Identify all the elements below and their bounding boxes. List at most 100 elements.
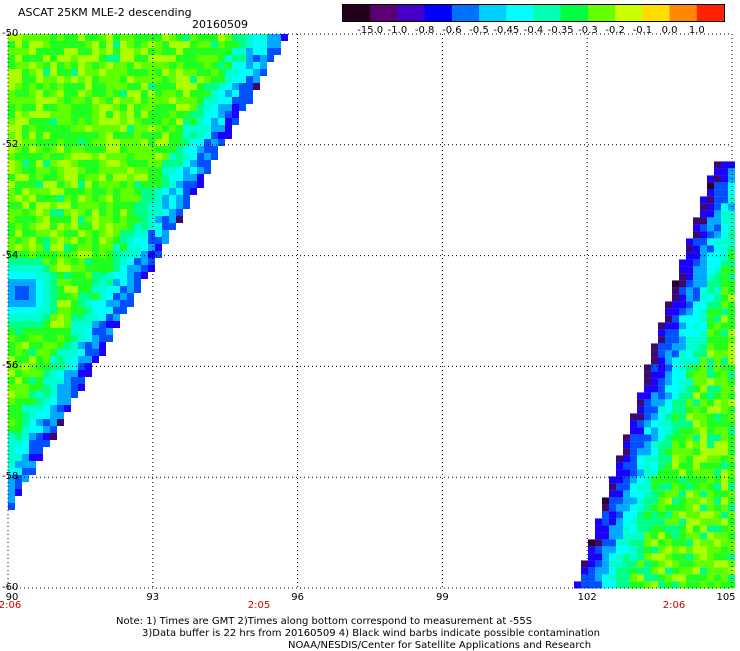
wind-cell	[92, 90, 99, 97]
wind-cell	[92, 272, 99, 279]
wind-cell	[148, 62, 155, 69]
wind-cell	[50, 377, 57, 384]
wind-cell	[15, 118, 22, 125]
wind-cell	[700, 315, 707, 323]
wind-cell	[29, 419, 36, 426]
wind-cell	[672, 462, 679, 470]
wind-cell	[623, 448, 630, 456]
wind-cell	[29, 265, 36, 272]
wind-cell	[113, 321, 120, 328]
wind-cell	[728, 490, 735, 498]
wind-cell	[665, 511, 672, 519]
wind-cell	[665, 301, 672, 309]
wind-cell	[78, 356, 85, 363]
wind-cell	[707, 308, 714, 316]
wind-cell	[644, 399, 651, 407]
wind-cell	[120, 153, 127, 160]
wind-cell	[658, 364, 665, 372]
wind-cell	[672, 427, 679, 435]
wind-cell	[274, 34, 281, 41]
wind-cell	[155, 202, 162, 209]
wind-cell	[57, 391, 64, 398]
wind-cell	[29, 447, 36, 454]
wind-cell	[672, 392, 679, 400]
wind-cell	[162, 48, 169, 55]
wind-cell	[623, 567, 630, 575]
wind-cell	[148, 90, 155, 97]
wind-cell	[190, 153, 197, 160]
latitude-label: -54	[2, 249, 19, 261]
wind-cell	[623, 518, 630, 526]
wind-cell	[239, 90, 246, 97]
wind-cell	[15, 377, 22, 384]
wind-cell	[637, 420, 644, 428]
wind-cell	[36, 454, 43, 461]
longitude-label: 105	[716, 592, 736, 603]
wind-cell	[707, 364, 714, 372]
wind-cell	[176, 167, 183, 174]
wind-cell	[15, 223, 22, 230]
wind-cell	[50, 83, 57, 90]
wind-cell	[211, 48, 218, 55]
wind-cell	[99, 349, 106, 356]
wind-cell	[693, 371, 700, 379]
wind-cell	[169, 97, 176, 104]
wind-cell	[29, 83, 36, 90]
wind-cell	[176, 83, 183, 90]
wind-cell	[78, 265, 85, 272]
wind-cell	[204, 62, 211, 69]
wind-cell	[679, 469, 686, 477]
wind-cell	[176, 181, 183, 188]
wind-cell	[714, 469, 721, 477]
wind-cell	[106, 132, 113, 139]
wind-cell	[155, 132, 162, 139]
wind-cell	[15, 286, 22, 293]
wind-cell	[8, 41, 15, 48]
wind-cell	[225, 125, 232, 132]
wind-cell	[693, 231, 700, 239]
wind-cell	[686, 574, 693, 582]
wind-cell	[141, 209, 148, 216]
wind-cell	[162, 111, 169, 118]
wind-cell	[22, 468, 29, 475]
wind-cell	[29, 139, 36, 146]
wind-cell	[672, 287, 679, 295]
wind-cell	[616, 581, 623, 589]
colorbar-segment	[642, 5, 671, 21]
colorbar-label: -0.6	[442, 25, 462, 36]
wind-cell	[672, 497, 679, 505]
wind-cell	[679, 406, 686, 414]
wind-cell	[148, 118, 155, 125]
wind-cell	[609, 518, 616, 526]
wind-cell	[64, 321, 71, 328]
colorbar-label: -0.2	[605, 25, 625, 36]
wind-cell	[120, 265, 127, 272]
wind-cell	[190, 174, 197, 181]
wind-cell	[183, 188, 190, 195]
wind-cell	[707, 343, 714, 351]
wind-cell	[50, 139, 57, 146]
wind-cell	[707, 266, 714, 274]
wind-cell	[707, 245, 714, 253]
wind-cell	[672, 476, 679, 484]
wind-cell	[22, 244, 29, 251]
wind-cell	[99, 244, 106, 251]
wind-cell	[120, 307, 127, 314]
wind-cell	[71, 167, 78, 174]
wind-cell	[728, 357, 735, 365]
wind-cell	[134, 160, 141, 167]
wind-cell	[43, 272, 50, 279]
wind-cell	[665, 539, 672, 547]
wind-cell	[148, 132, 155, 139]
wind-cell	[92, 230, 99, 237]
wind-cell	[92, 244, 99, 251]
wind-cell	[8, 468, 15, 475]
wind-cell	[43, 41, 50, 48]
wind-cell	[57, 314, 64, 321]
wind-cell	[204, 146, 211, 153]
wind-cell	[141, 104, 148, 111]
wind-cell	[700, 574, 707, 582]
wind-cell	[120, 230, 127, 237]
wind-cell	[57, 69, 64, 76]
wind-cell	[728, 525, 735, 533]
